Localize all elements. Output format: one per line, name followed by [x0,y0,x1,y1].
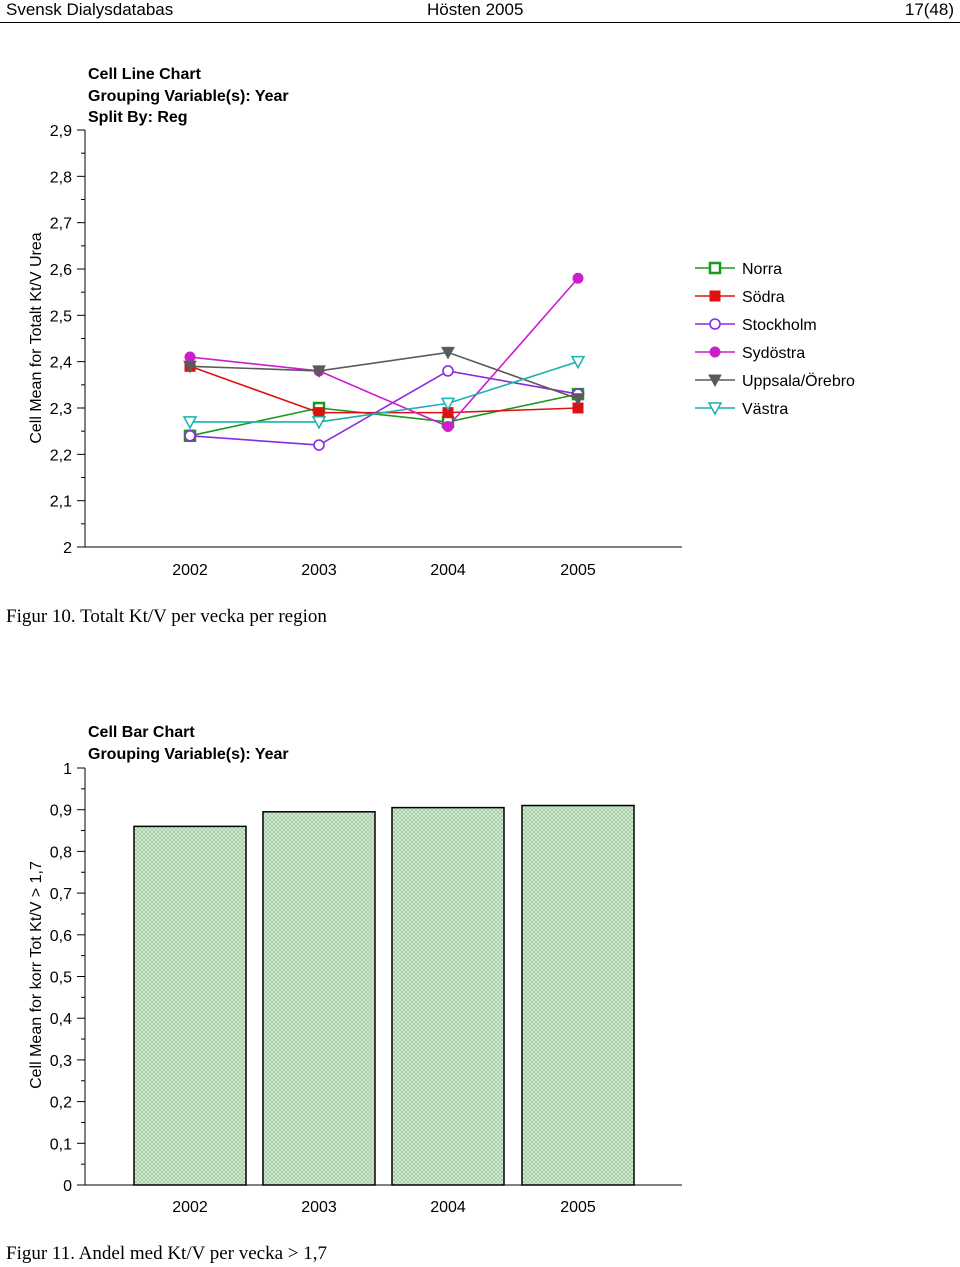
data-point [708,261,722,275]
y-tick-label: 0,6 [50,928,72,945]
figure-caption-11: Figur 11. Andel med Kt/V per vecka > 1,7 [6,1243,327,1264]
series-s-dra [184,360,584,419]
y-tick-label: 2,8 [50,169,72,186]
y-tick-label: 0,3 [50,1053,72,1070]
chart-title: Cell Bar Chart [88,724,195,741]
legend-label: Uppsala/Örebro [742,372,855,390]
x-tick-label: 2003 [301,562,337,579]
data-point [440,397,456,411]
legend-item: Sydöstra [695,345,805,362]
bar [391,806,505,1186]
y-axis-label-group: Cell Mean for Totalt Kt/V Urea [28,232,45,443]
x-tick-label: 2003 [301,1199,337,1216]
bar [133,825,247,1186]
y-tick-label: 0 [63,1178,72,1195]
header-right: 17(48) [904,0,954,19]
bar [521,804,635,1186]
data-point [313,407,325,419]
y-tick-label: 2,3 [50,401,72,418]
data-point [312,365,326,378]
data-point [571,393,585,406]
data-point [183,360,197,374]
data-point [707,402,723,416]
legend-label: Sydöstra [742,345,805,362]
chart-title: Cell Line Chart [88,66,202,83]
data-point [442,365,454,377]
legend-item: Södra [695,289,785,306]
bar [262,811,376,1186]
x-tick-label: 2002 [172,562,208,579]
chart-title-block: Cell Line Chart Grouping Variable(s): Yea… [88,66,289,126]
chart-title-block: Cell Bar Chart Grouping Variable(s): Year [88,724,289,763]
chart-subtitle: Grouping Variable(s): Year [88,746,289,763]
y-tick-label: 2,4 [50,355,72,372]
x-tick-label: 2004 [430,1199,466,1216]
data-point [182,416,198,430]
data-point [442,421,454,433]
y-tick-label: 0,2 [50,1095,72,1112]
y-tick-label: 2,5 [50,308,72,325]
series-line [189,393,579,437]
series-line [189,351,579,400]
y-tick-label: 2,2 [50,447,72,464]
x-tick-label: 2005 [560,562,596,579]
bars-group [133,804,635,1186]
y-tick-label: 2 [63,540,72,557]
data-point [441,346,455,360]
y-axis-label: Cell Mean for korr Tot Kt/V > 1,7 [28,861,45,1089]
data-point [572,272,584,284]
chart-subtitle: Split By: Reg [88,109,188,126]
x-tick-label: 2004 [430,562,466,579]
y-tick-label: 2,1 [50,494,72,511]
line-chart: Cell Line Chart Grouping Variable(s): Yea… [28,66,855,579]
legend-label: Södra [742,289,785,306]
page-header: Svensk Dialysdatabas Hösten 2005 17(48) [0,0,960,23]
y-axis-label: Cell Mean for Totalt Kt/V Urea [28,232,45,443]
series-uppsala-rebro [183,346,585,406]
series-norra [183,387,585,443]
series-line [190,360,579,423]
data-point [709,346,721,358]
bar-chart: Cell Bar Chart Grouping Variable(s): Year… [28,724,682,1216]
data-point [709,318,721,330]
legend: Norra Södra Stockholm Sydöstra Uppsala/Örebr… [695,261,855,418]
data-point [311,416,327,430]
legend-item: Norra [695,261,782,278]
header-left: Svensk Dialysdatabas [6,0,174,19]
data-point [313,439,325,451]
data-point [184,351,196,363]
data-point [709,290,721,302]
header-center: Hösten 2005 [427,0,524,19]
x-tick-label: 2005 [560,1199,596,1216]
chart-subtitle: Grouping Variable(s): Year [88,88,289,105]
legend-item: Stockholm [695,317,817,334]
legend-item: Västra [695,401,788,418]
legend-item: Uppsala/Örebro [695,372,855,390]
data-point [570,355,586,370]
legend-label: Norra [742,261,782,278]
x-tick-label: 2002 [172,1199,208,1216]
y-tick-label: 2,7 [50,216,72,233]
y-axis-label-group: Cell Mean for korr Tot Kt/V > 1,7 [28,861,45,1089]
data-point [184,429,196,442]
series-line [189,370,579,446]
y-tick-label: 0,8 [50,844,72,861]
y-tick-label: 0,5 [50,970,72,987]
series-line [189,365,579,414]
y-tick-label: 0,1 [50,1136,72,1153]
y-tick-label: 0,4 [50,1011,72,1028]
y-tick-label: 2,9 [50,123,72,140]
series-group [182,272,586,451]
data-point [708,374,722,388]
figure-caption-10: Figur 10. Totalt Kt/V per vecka per regi… [6,606,327,627]
y-tick-label: 0,9 [50,803,72,820]
legend-label: Västra [742,401,788,418]
y-tick-label: 1 [63,761,72,778]
y-tick-label: 2,6 [50,262,72,279]
axes: 2 2,1 2,2 2,3 2,4 2,5 2,6 2,7 2,8 2,9 2002 2003 2004… [50,123,682,579]
y-tick-label: 0,7 [50,886,72,903]
series-line [189,277,579,428]
legend-label: Stockholm [742,317,817,334]
series-v-stra [182,355,586,430]
